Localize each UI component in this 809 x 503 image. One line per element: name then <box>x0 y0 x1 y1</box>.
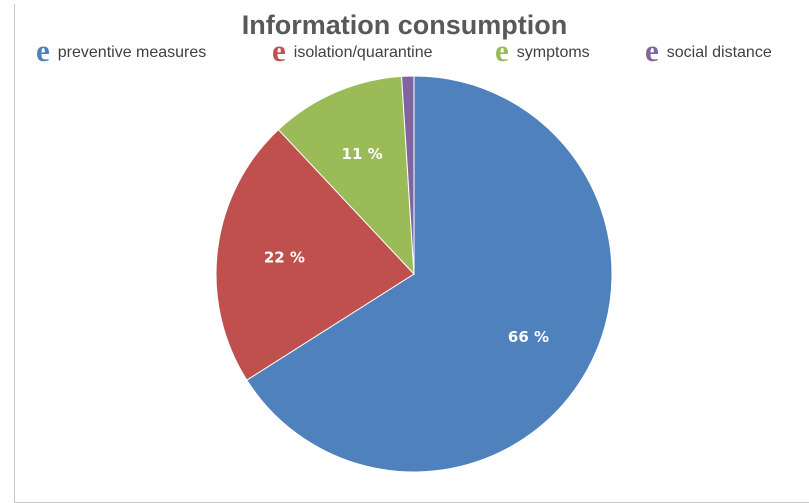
legend-label: preventive measures <box>57 44 207 61</box>
slice-data-label: 22 % <box>264 249 305 267</box>
legend-item-social-distance: e social distance <box>645 33 772 68</box>
pie-slice-social-distance <box>401 75 415 275</box>
legend-label: symptoms <box>516 44 590 61</box>
legend-marker-icon: e <box>272 33 286 68</box>
pie-slice-preventive-measures <box>246 75 613 473</box>
slice-data-label: 11 % <box>342 145 383 163</box>
chart-title: Information consumption <box>241 10 568 40</box>
legend-marker-icon: e <box>36 33 50 68</box>
pie-slice-symptoms <box>277 75 415 276</box>
legend-item-symptoms: e symptoms <box>495 33 590 68</box>
legend-marker-icon: e <box>645 33 659 68</box>
legend-marker-icon: e <box>495 33 509 68</box>
chart-legend: e preventive measures e isolation/quaranti… <box>0 33 809 68</box>
legend-item-isolation-quarantine: e isolation/quarantine <box>272 33 433 68</box>
pie-slice-isolation-quarantine <box>215 128 415 381</box>
slice-data-label: 66 % <box>508 328 549 346</box>
legend-label: isolation/quarantine <box>293 44 433 61</box>
legend-item-preventive-measures: e preventive measures <box>36 33 207 68</box>
legend-label: social distance <box>666 44 772 61</box>
